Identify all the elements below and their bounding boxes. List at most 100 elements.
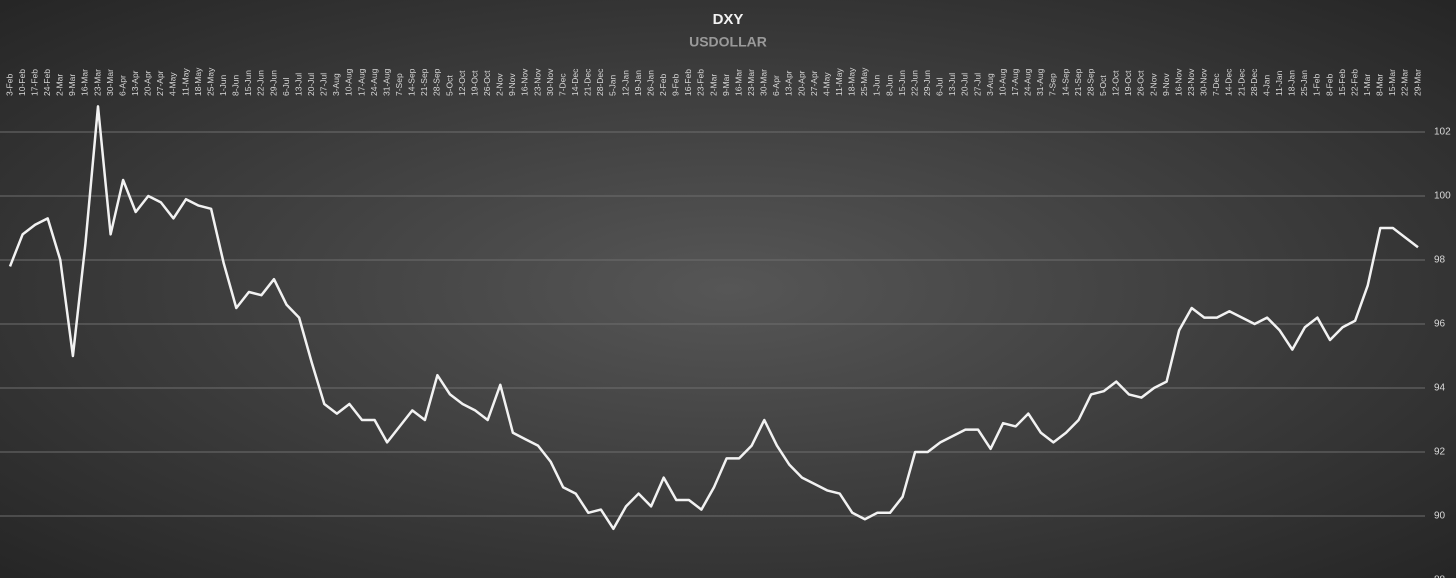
- x-tick-label: 26-Oct: [482, 70, 492, 96]
- x-tick-label: 5-Jan: [608, 74, 618, 96]
- x-tick-label: 31-Aug: [1035, 68, 1045, 96]
- x-tick-label: 18-Jan: [1287, 70, 1297, 96]
- x-tick-label: 11-May: [180, 68, 190, 96]
- x-tick-label: 20-Apr: [796, 70, 806, 96]
- y-tick-label: 100: [1434, 191, 1451, 202]
- x-tick-label: 6-Jul: [935, 77, 945, 96]
- x-tick-label: 8-Jun: [231, 74, 241, 96]
- x-tick-label: 14-Dec: [1224, 68, 1234, 96]
- x-tick-label: 21-Dec: [1236, 68, 1246, 96]
- x-tick-label: 2-Mar: [55, 74, 65, 96]
- x-tick-label: 27-Jul: [319, 73, 329, 96]
- x-tick-label: 31-Aug: [381, 68, 391, 96]
- x-tick-label: 23-Feb: [696, 69, 706, 96]
- x-tick-label: 5-Oct: [444, 75, 454, 96]
- x-tick-label: 19-Oct: [1123, 70, 1133, 96]
- x-tick-label: 13-Jul: [293, 73, 303, 96]
- x-tick-label: 15-Feb: [1337, 69, 1347, 96]
- x-tick-label: 23-Mar: [746, 69, 756, 96]
- x-tick-label: 6-Apr: [771, 75, 781, 96]
- x-tick-label: 22-Feb: [1349, 69, 1359, 96]
- x-tick-label: 13-Jul: [947, 73, 957, 96]
- x-tick-label: 20-Jul: [306, 73, 316, 96]
- x-tick-label: 9-Mar: [67, 74, 77, 96]
- x-tick-label: 7-Dec: [1211, 73, 1221, 96]
- x-tick-label: 24-Feb: [42, 69, 52, 96]
- x-tick-label: 10-Aug: [997, 68, 1007, 96]
- x-tick-label: 2-Nov: [1148, 73, 1158, 96]
- x-tick-label: 22-Mar: [1400, 69, 1410, 96]
- chart-subtitle: USDOLLAR: [689, 34, 767, 50]
- x-tick-label: 3-Aug: [985, 73, 995, 96]
- y-tick-label: 98: [1434, 255, 1446, 266]
- x-tick-label: 23-Mar: [92, 69, 102, 96]
- y-tick-label: 92: [1434, 447, 1446, 458]
- x-tick-label: 4-May: [168, 72, 178, 96]
- x-tick-label: 1-Jun: [218, 74, 228, 96]
- x-tick-label: 25-Jan: [1299, 70, 1309, 96]
- x-tick-label: 16-Feb: [683, 69, 693, 96]
- x-tick-label: 21-Dec: [583, 68, 593, 96]
- x-tick-label: 3-Feb: [4, 74, 14, 96]
- x-tick-label: 9-Feb: [671, 74, 681, 96]
- x-tick-label: 3-Aug: [331, 73, 341, 96]
- x-tick-label: 14-Dec: [570, 68, 580, 96]
- x-tick-label: 26-Jan: [645, 70, 655, 96]
- x-tick-label: 27-Jul: [972, 73, 982, 96]
- x-tick-label: 12-Oct: [1111, 70, 1121, 96]
- x-tick-label: 23-Nov: [1186, 68, 1196, 96]
- x-tick-label: 14-Sep: [1060, 68, 1070, 96]
- y-tick-label: 94: [1434, 383, 1446, 394]
- x-tick-label: 21-Sep: [419, 68, 429, 96]
- x-tick-label: 18-May: [193, 67, 203, 96]
- x-tick-label: 30-Mar: [105, 69, 115, 96]
- x-tick-label: 22-Jun: [909, 70, 919, 96]
- x-tick-label: 7-Sep: [1048, 73, 1058, 96]
- x-tick-label: 16-Mar: [80, 69, 90, 96]
- y-tick-label: 88: [1434, 575, 1446, 578]
- x-tick-label: 4-May: [821, 72, 831, 96]
- x-tick-label: 28-Sep: [1085, 68, 1095, 96]
- x-tick-label: 1-Jun: [872, 74, 882, 96]
- x-tick-label: 22-Jun: [256, 70, 266, 96]
- x-tick-label: 17-Aug: [1010, 68, 1020, 96]
- x-tick-label: 12-Jan: [620, 70, 630, 96]
- chart-title: DXY: [713, 11, 744, 28]
- x-tick-label: 2-Feb: [658, 74, 668, 96]
- x-tick-label: 6-Apr: [117, 75, 127, 96]
- x-tick-label: 9-Nov: [507, 73, 517, 96]
- x-tick-label: 25-May: [859, 67, 869, 96]
- y-tick-label: 96: [1434, 319, 1446, 330]
- x-tick-label: 11-Jan: [1274, 70, 1284, 96]
- x-tick-label: 15-Mar: [1387, 69, 1397, 96]
- line: [8, 105, 1419, 531]
- x-tick-label: 1-Feb: [1312, 74, 1322, 96]
- x-tick-label: 29-Mar: [1412, 69, 1422, 96]
- x-tick-label: 7-Sep: [394, 73, 404, 96]
- x-tick-label: 15-Jun: [243, 70, 253, 96]
- x-tick-label: 4-Jan: [1261, 74, 1271, 96]
- x-tick-label: 27-Apr: [809, 70, 819, 96]
- x-tick-label: 13-Apr: [130, 70, 140, 96]
- x-tick-label: 16-Nov: [520, 68, 530, 96]
- x-tick-label: 1-Mar: [1362, 74, 1372, 96]
- x-tick-label: 28-Dec: [1249, 68, 1259, 96]
- x-tick-label: 16-Nov: [1173, 68, 1183, 96]
- x-tick-label: 21-Sep: [1073, 68, 1083, 96]
- x-tick-label: 8-Mar: [1375, 74, 1385, 96]
- x-tick-label: 24-Aug: [1023, 68, 1033, 96]
- x-tick-label: 9-Mar: [721, 74, 731, 96]
- x-tick-label: 11-May: [834, 68, 844, 96]
- x-tick-label: 16-Mar: [733, 69, 743, 96]
- x-tick-label: 9-Nov: [1161, 73, 1171, 96]
- x-tick-label: 26-Oct: [1136, 70, 1146, 96]
- x-tick-label: 17-Feb: [29, 69, 39, 96]
- x-tick-label: 19-Jan: [633, 70, 643, 96]
- x-tick-label: 29-Jun: [268, 70, 278, 96]
- x-tick-label: 28-Sep: [432, 68, 442, 96]
- x-tick-label: 8-Jun: [884, 74, 894, 96]
- x-tick-label: 10-Aug: [344, 68, 354, 96]
- x-tick-label: 29-Jun: [922, 70, 932, 96]
